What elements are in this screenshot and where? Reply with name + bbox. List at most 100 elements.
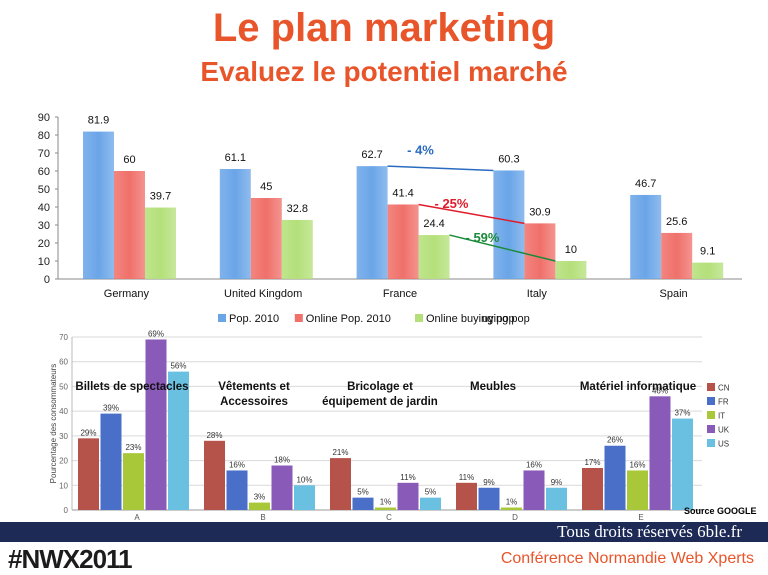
legend-swatch	[707, 411, 715, 419]
legend-swatch	[415, 314, 423, 322]
legend-swatch	[707, 425, 715, 433]
y-tick-label: 20	[59, 457, 68, 466]
data-label: 24.4	[423, 218, 444, 230]
bar	[627, 470, 648, 510]
data-label: 39%	[103, 404, 119, 413]
bar	[493, 170, 525, 279]
y-tick-label: 90	[38, 112, 50, 124]
page-subtitle: Evaluez le potentiel marché	[200, 56, 568, 87]
bar	[456, 482, 477, 510]
legend-entry: Online Pop. 2010	[306, 313, 391, 325]
data-label: 11%	[459, 473, 474, 482]
conference-name: Conférence Normandie Web Xperts	[500, 550, 754, 567]
data-label: 10%	[296, 475, 312, 484]
bar	[219, 169, 251, 279]
x-tick-label: United Kingdom	[224, 288, 302, 300]
data-label: 11%	[400, 473, 415, 482]
legend-swatch	[707, 383, 715, 391]
data-label: 60	[123, 154, 135, 166]
bar	[294, 485, 315, 510]
data-label: 16%	[526, 460, 542, 469]
data-label: 46%	[652, 386, 668, 395]
data-label: 41.4	[392, 187, 413, 199]
data-label: 30.9	[529, 206, 550, 218]
data-label: 46.7	[635, 178, 656, 190]
y-tick-label: 70	[38, 148, 50, 160]
y-tick-label: 30	[38, 220, 50, 232]
bar	[114, 171, 145, 279]
bar	[523, 470, 545, 510]
data-label: 62.7	[361, 149, 382, 161]
legend-entry: US	[718, 440, 729, 449]
data-label: 3%	[254, 493, 266, 502]
bar	[582, 467, 603, 510]
legend-entry: CN	[718, 384, 730, 393]
x-tick-label: E	[638, 513, 643, 522]
bar	[672, 418, 693, 510]
data-label: 9%	[483, 478, 495, 487]
data-label: 26%	[607, 436, 623, 445]
bar	[604, 445, 626, 510]
data-label: 5%	[425, 488, 437, 497]
data-label: 45	[260, 181, 272, 193]
data-label: 16%	[229, 460, 245, 469]
group-label: équipement de jardin	[322, 396, 438, 408]
comparison-label: - 25%	[435, 196, 469, 211]
bar	[555, 261, 587, 279]
bar	[226, 470, 248, 510]
legend-entry: IT	[718, 412, 725, 421]
y-tick-label: 20	[38, 238, 50, 250]
legend-swatch	[218, 314, 226, 322]
y-tick-label: 80	[38, 130, 50, 142]
y-tick-label: 50	[59, 382, 68, 391]
bar	[661, 232, 693, 279]
bar	[145, 207, 176, 279]
y-tick-label: 0	[64, 506, 69, 515]
comparison-line	[387, 165, 494, 172]
group-label: Vêtements et	[218, 381, 290, 393]
legend-entry: UK	[718, 426, 730, 435]
legend-entry: FR	[718, 398, 729, 407]
data-label: 60.3	[498, 153, 519, 165]
legend-swatch	[294, 314, 303, 322]
event-logo: #NWX2011	[8, 544, 133, 574]
group-label: Billets de spectacles	[75, 381, 188, 393]
bar	[356, 166, 388, 279]
comparison-line	[418, 203, 525, 225]
bar	[524, 223, 556, 279]
y-tick-label: 40	[38, 202, 50, 214]
footer-bar: Tous droits réservés 6ble.fr	[0, 522, 768, 542]
x-tick-label: Italy	[527, 288, 548, 300]
comparison-label: - 59%	[466, 230, 500, 245]
x-tick-label: France	[383, 288, 417, 300]
data-label: 37%	[674, 409, 690, 418]
bar	[418, 235, 450, 279]
x-tick-label: C	[386, 513, 392, 522]
x-tick-label: Germany	[104, 288, 150, 300]
bar	[387, 204, 419, 279]
bar	[546, 487, 567, 510]
legend-swatch	[707, 397, 715, 405]
y-tick-label: 10	[59, 481, 68, 490]
data-label: 25.6	[666, 216, 687, 228]
data-label: 21%	[332, 448, 348, 457]
bar	[78, 438, 99, 510]
data-label: 16%	[629, 460, 645, 469]
x-tick-label: A	[134, 513, 140, 522]
bar	[123, 453, 144, 510]
data-label: 5%	[357, 488, 369, 497]
legend-entry: Online buying pop	[426, 313, 515, 325]
y-tick-label: 60	[38, 166, 50, 178]
legend-swatch	[707, 439, 715, 447]
data-label: 29%	[80, 428, 96, 437]
data-label: 9.1	[700, 246, 715, 258]
bar	[271, 465, 293, 510]
bar	[397, 482, 419, 510]
x-tick-label: Spain	[660, 288, 688, 300]
legend-extra: uying pop	[482, 313, 530, 325]
data-label: 1%	[506, 498, 518, 507]
y-tick-label: 60	[59, 358, 68, 367]
bar	[375, 507, 396, 510]
bar	[281, 219, 313, 279]
